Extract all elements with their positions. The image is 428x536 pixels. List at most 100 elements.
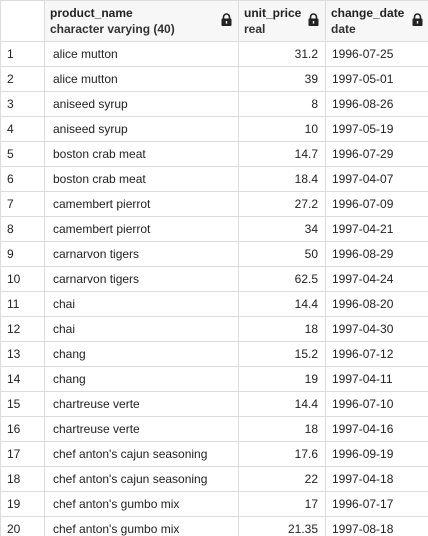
cell-change-date[interactable]: 1997-05-19 (325, 116, 428, 142)
cell-unit-price[interactable]: 17 (238, 491, 326, 517)
cell-product-name[interactable]: boston crab meat (44, 166, 239, 192)
cell-product-name[interactable]: alice mutton (44, 41, 239, 67)
table-row[interactable]: 6 boston crab meat 18.4 1997-04-07 (0, 166, 428, 192)
cell-product-name[interactable]: chef anton's gumbo mix (44, 491, 239, 517)
cell-unit-price[interactable]: 31.2 (238, 41, 326, 67)
cell-change-date[interactable]: 1997-08-18 (325, 516, 428, 536)
cell-unit-price[interactable]: 18 (238, 316, 326, 342)
cell-product-name[interactable]: alice mutton (44, 66, 239, 92)
cell-unit-price[interactable]: 19 (238, 366, 326, 392)
cell-unit-price[interactable]: 18.4 (238, 166, 326, 192)
cell-change-date[interactable]: 1997-04-11 (325, 366, 428, 392)
cell-change-date[interactable]: 1996-07-10 (325, 391, 428, 417)
cell-unit-price[interactable]: 14.7 (238, 141, 326, 167)
cell-product-name[interactable]: carnarvon tigers (44, 241, 239, 267)
cell-unit-price[interactable]: 50 (238, 241, 326, 267)
table-row[interactable]: 20 chef anton's gumbo mix 21.35 1997-08-… (0, 516, 428, 536)
row-number[interactable]: 11 (0, 291, 45, 317)
row-number[interactable]: 15 (0, 391, 45, 417)
column-header-unit-price[interactable]: unit_price real (238, 0, 326, 42)
cell-unit-price[interactable]: 34 (238, 216, 326, 242)
row-number[interactable]: 16 (0, 416, 45, 442)
cell-change-date[interactable]: 1996-07-25 (325, 41, 428, 67)
table-row[interactable]: 18 chef anton's cajun seasoning 22 1997-… (0, 466, 428, 492)
row-number[interactable]: 13 (0, 341, 45, 367)
cell-change-date[interactable]: 1996-07-09 (325, 191, 428, 217)
row-number[interactable]: 3 (0, 91, 45, 117)
cell-change-date[interactable]: 1996-09-19 (325, 441, 428, 467)
table-row[interactable]: 14 chang 19 1997-04-11 (0, 366, 428, 392)
cell-change-date[interactable]: 1996-07-17 (325, 491, 428, 517)
table-row[interactable]: 12 chai 18 1997-04-30 (0, 316, 428, 342)
row-number[interactable]: 17 (0, 441, 45, 467)
row-number[interactable]: 10 (0, 266, 45, 292)
cell-product-name[interactable]: chartreuse verte (44, 416, 239, 442)
cell-unit-price[interactable]: 17.6 (238, 441, 326, 467)
cell-unit-price[interactable]: 14.4 (238, 291, 326, 317)
table-row[interactable]: 10 carnarvon tigers 62.5 1997-04-24 (0, 266, 428, 292)
cell-change-date[interactable]: 1996-07-12 (325, 341, 428, 367)
cell-change-date[interactable]: 1996-08-29 (325, 241, 428, 267)
cell-change-date[interactable]: 1996-07-29 (325, 141, 428, 167)
cell-change-date[interactable]: 1997-04-18 (325, 466, 428, 492)
cell-product-name[interactable]: chef anton's cajun seasoning (44, 466, 239, 492)
table-row[interactable]: 15 chartreuse verte 14.4 1996-07-10 (0, 391, 428, 417)
cell-unit-price[interactable]: 10 (238, 116, 326, 142)
cell-unit-price[interactable]: 27.2 (238, 191, 326, 217)
cell-product-name[interactable]: chang (44, 341, 239, 367)
cell-unit-price[interactable]: 8 (238, 91, 326, 117)
cell-change-date[interactable]: 1997-04-16 (325, 416, 428, 442)
column-header-product-name[interactable]: product_name character varying (40) (44, 0, 239, 42)
cell-product-name[interactable]: chai (44, 316, 239, 342)
row-number[interactable]: 9 (0, 241, 45, 267)
table-row[interactable]: 4 aniseed syrup 10 1997-05-19 (0, 116, 428, 142)
row-number[interactable]: 5 (0, 141, 45, 167)
cell-product-name[interactable]: chai (44, 291, 239, 317)
table-row[interactable]: 9 carnarvon tigers 50 1996-08-29 (0, 241, 428, 267)
table-row[interactable]: 7 camembert pierrot 27.2 1996-07-09 (0, 191, 428, 217)
row-number[interactable]: 18 (0, 466, 45, 492)
cell-product-name[interactable]: aniseed syrup (44, 116, 239, 142)
row-number[interactable]: 1 (0, 41, 45, 67)
cell-unit-price[interactable]: 15.2 (238, 341, 326, 367)
cell-product-name[interactable]: camembert pierrot (44, 216, 239, 242)
row-number[interactable]: 19 (0, 491, 45, 517)
column-header-change-date[interactable]: change_date date (325, 0, 428, 42)
table-row[interactable]: 2 alice mutton 39 1997-05-01 (0, 66, 428, 92)
row-number[interactable]: 6 (0, 166, 45, 192)
cell-unit-price[interactable]: 21.35 (238, 516, 326, 536)
cell-unit-price[interactable]: 22 (238, 466, 326, 492)
cell-unit-price[interactable]: 18 (238, 416, 326, 442)
table-row[interactable]: 11 chai 14.4 1996-08-20 (0, 291, 428, 317)
row-number[interactable]: 7 (0, 191, 45, 217)
row-number[interactable]: 20 (0, 516, 45, 536)
table-row[interactable]: 5 boston crab meat 14.7 1996-07-29 (0, 141, 428, 167)
cell-product-name[interactable]: chef anton's cajun seasoning (44, 441, 239, 467)
table-row[interactable]: 8 camembert pierrot 34 1997-04-21 (0, 216, 428, 242)
table-row[interactable]: 19 chef anton's gumbo mix 17 1996-07-17 (0, 491, 428, 517)
cell-change-date[interactable]: 1997-04-07 (325, 166, 428, 192)
cell-unit-price[interactable]: 14.4 (238, 391, 326, 417)
table-row[interactable]: 16 chartreuse verte 18 1997-04-16 (0, 416, 428, 442)
cell-change-date[interactable]: 1996-08-20 (325, 291, 428, 317)
cell-product-name[interactable]: chang (44, 366, 239, 392)
cell-product-name[interactable]: chef anton's gumbo mix (44, 516, 239, 536)
cell-unit-price[interactable]: 62.5 (238, 266, 326, 292)
table-row[interactable]: 3 aniseed syrup 8 1996-08-26 (0, 91, 428, 117)
cell-product-name[interactable]: camembert pierrot (44, 191, 239, 217)
cell-change-date[interactable]: 1997-05-01 (325, 66, 428, 92)
cell-change-date[interactable]: 1996-08-26 (325, 91, 428, 117)
cell-product-name[interactable]: carnarvon tigers (44, 266, 239, 292)
cell-product-name[interactable]: aniseed syrup (44, 91, 239, 117)
table-row[interactable]: 1 alice mutton 31.2 1996-07-25 (0, 41, 428, 67)
cell-product-name[interactable]: chartreuse verte (44, 391, 239, 417)
table-row[interactable]: 17 chef anton's cajun seasoning 17.6 199… (0, 441, 428, 467)
row-number[interactable]: 14 (0, 366, 45, 392)
row-number[interactable]: 2 (0, 66, 45, 92)
row-number[interactable]: 4 (0, 116, 45, 142)
cell-unit-price[interactable]: 39 (238, 66, 326, 92)
row-number[interactable]: 12 (0, 316, 45, 342)
cell-change-date[interactable]: 1997-04-30 (325, 316, 428, 342)
row-number[interactable]: 8 (0, 216, 45, 242)
cell-change-date[interactable]: 1997-04-24 (325, 266, 428, 292)
